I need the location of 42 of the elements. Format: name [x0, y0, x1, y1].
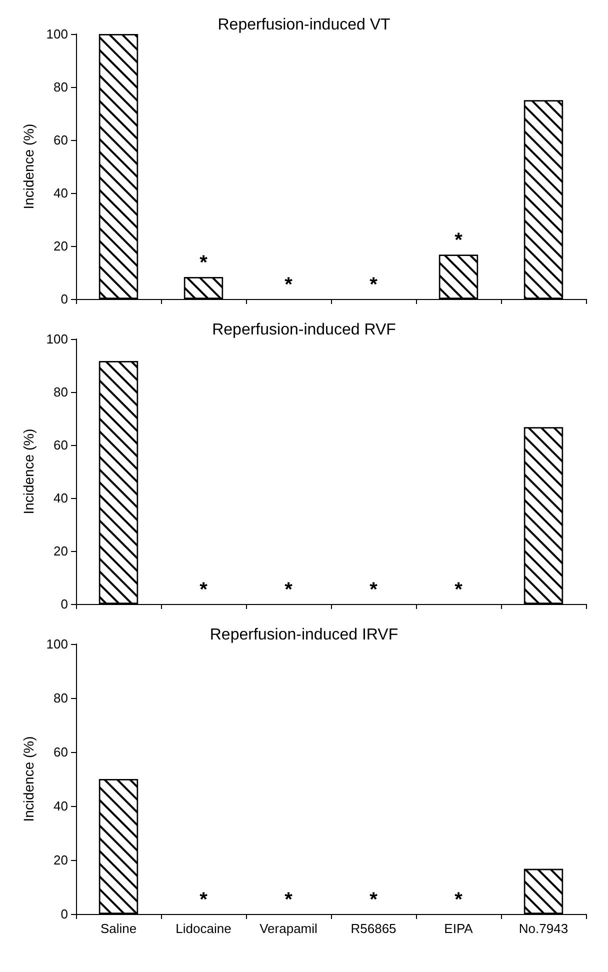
y-tick-label: 40: [54, 186, 68, 200]
y-axis-title: Incidence (%): [20, 428, 36, 514]
annotation: *: [370, 274, 378, 296]
y-tick-label: 100: [46, 332, 68, 346]
x-tick-label: R56865: [350, 921, 396, 936]
y-tick-label: 80: [54, 384, 68, 400]
y-tick-label: 60: [54, 438, 68, 452]
y-tick-label: 40: [54, 798, 68, 814]
annotation: *: [200, 579, 208, 601]
y-tick-label: 60: [54, 744, 68, 760]
y-tick-label: 20: [54, 544, 68, 558]
y-tick-label: 0: [60, 292, 68, 306]
annotation: *: [200, 889, 208, 911]
annotation: *: [454, 889, 463, 911]
y-axis-title: Incidence (%): [20, 124, 36, 210]
y-tick-label: 60: [54, 132, 68, 148]
y-tick-label: 40: [54, 490, 68, 506]
x-tick-label: No.7943: [518, 921, 568, 936]
annotation: *: [284, 274, 293, 296]
y-axis-title: Incidence (%): [20, 736, 36, 822]
y-tick-label: 100: [46, 636, 68, 652]
y-tick-label: 80: [54, 80, 68, 94]
x-tick-label: Lidocaine: [176, 921, 232, 936]
annotation: *: [454, 230, 463, 252]
y-tick-label: 100: [46, 26, 68, 42]
annotation: *: [370, 889, 378, 911]
annotation: *: [284, 579, 293, 601]
chart-title: Reperfusion-induced IRVF: [210, 626, 398, 644]
annotation: *: [200, 252, 208, 274]
x-tick-label: Verapamil: [260, 921, 318, 936]
y-tick-label: 0: [60, 906, 68, 922]
x-tick-label: Saline: [100, 921, 137, 936]
y-tick-label: 20: [54, 238, 68, 254]
y-tick-label: 20: [54, 852, 68, 868]
annotation: *: [454, 579, 463, 601]
chart-title: Reperfusion-induced RVF: [212, 322, 396, 338]
annotation: *: [370, 579, 378, 601]
annotation: *: [284, 889, 293, 911]
chart-title: Reperfusion-induced VT: [218, 16, 390, 34]
x-tick-label: EIPA: [444, 921, 474, 936]
y-tick-label: 80: [54, 690, 68, 706]
y-tick-label: 0: [60, 596, 68, 612]
